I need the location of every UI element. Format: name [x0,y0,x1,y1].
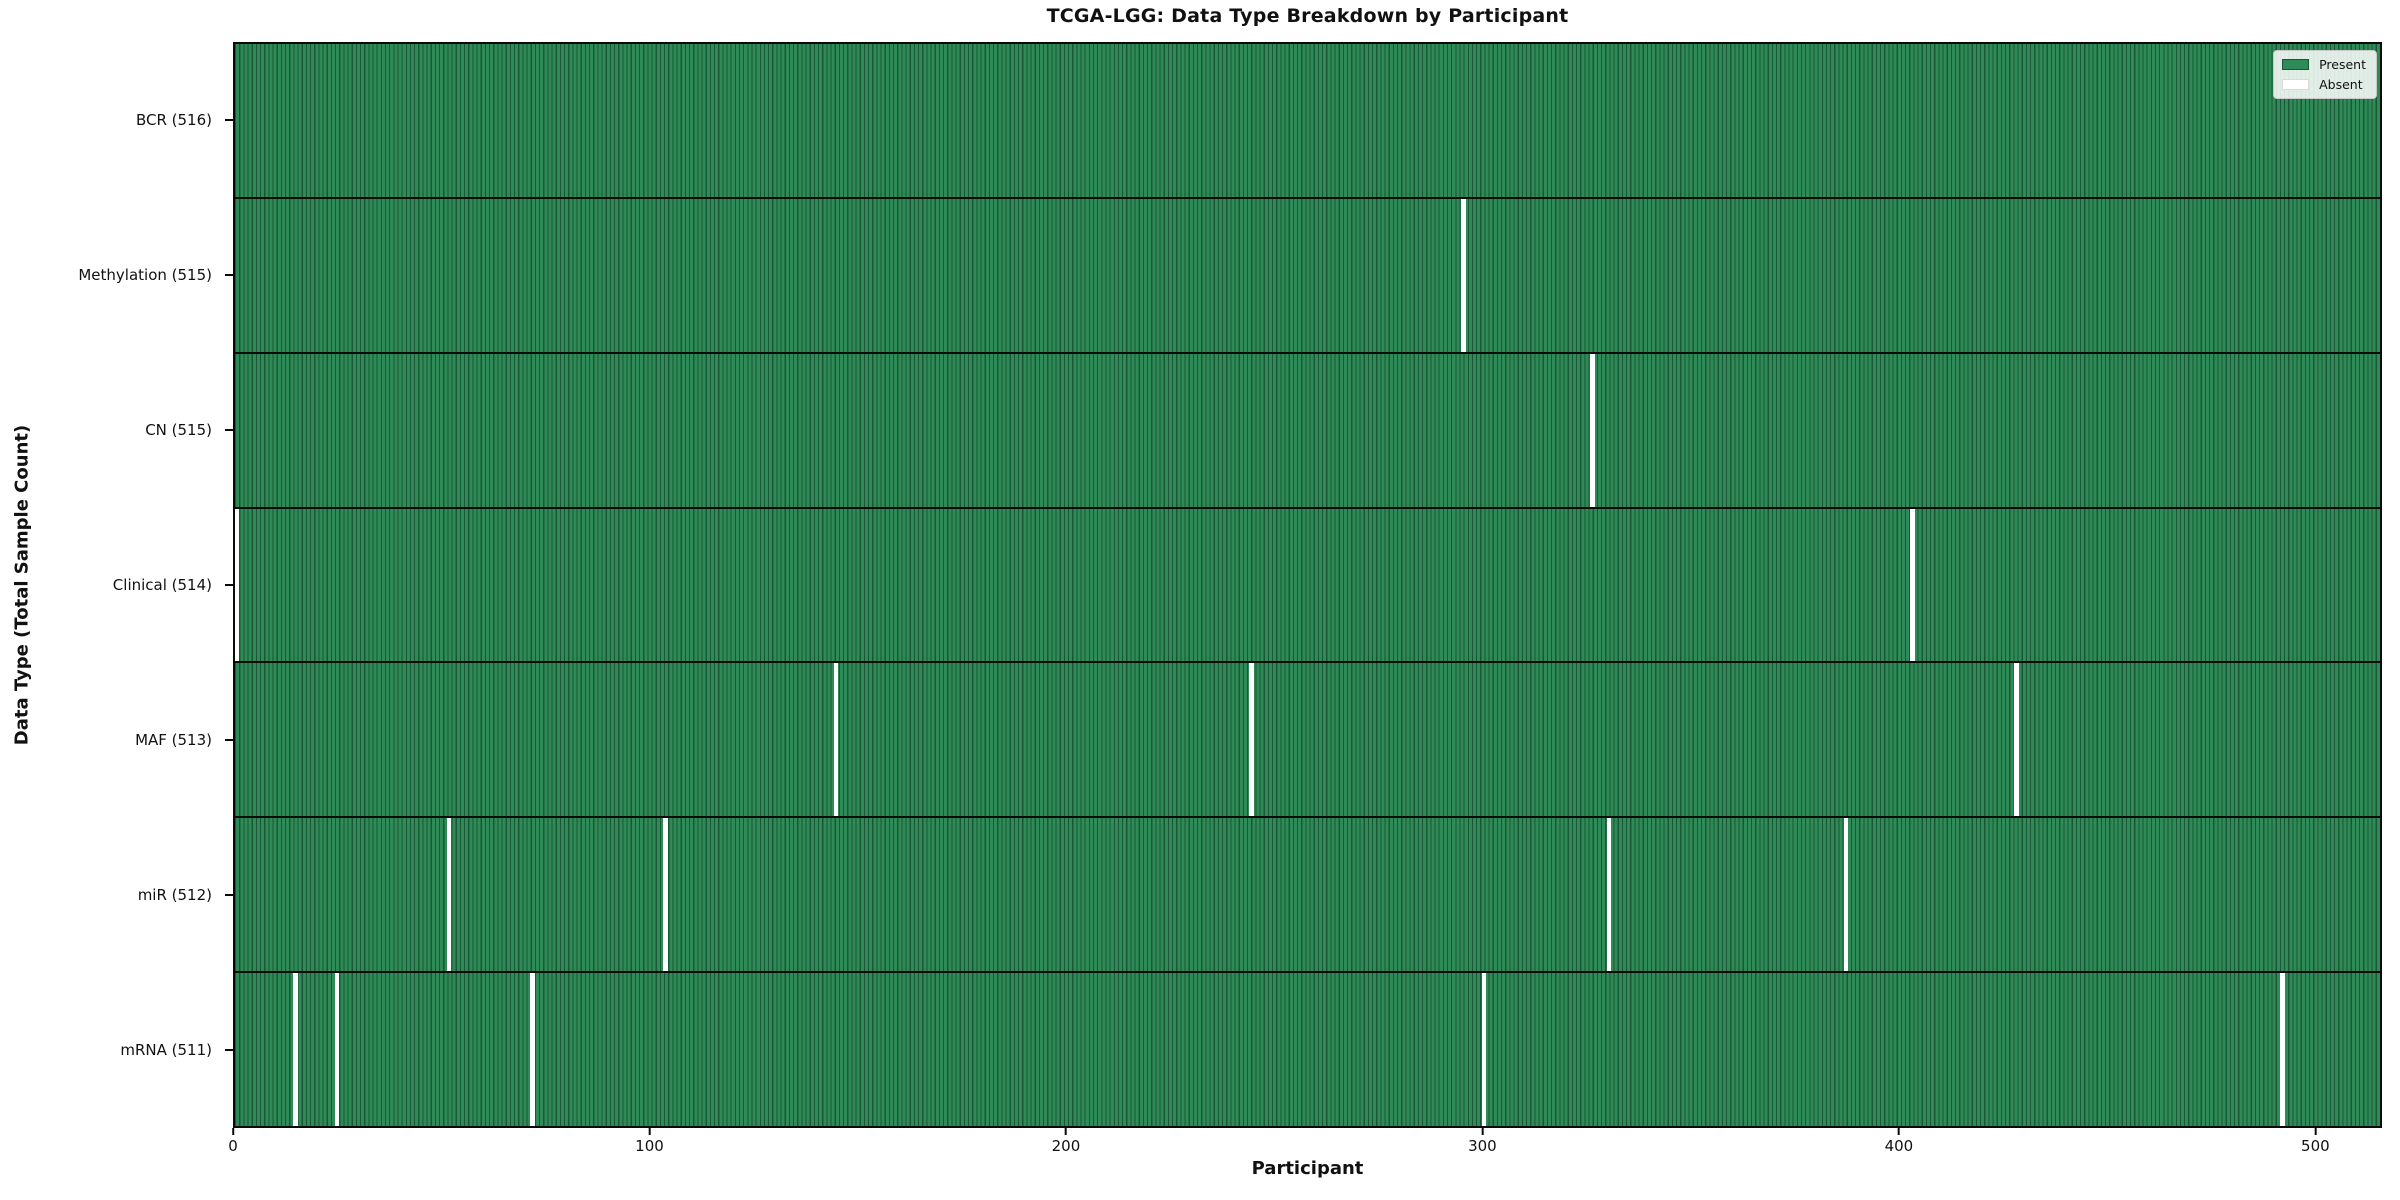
absent-gap-maf-428 [2014,663,2019,817]
x-axis-label: Participant [1251,1158,1364,1179]
absent-gap-clinical-403 [1910,508,1915,662]
absent-gap-mrna-14 [293,973,298,1127]
x-tick-mark-100 [648,1128,651,1135]
x-tick-label-0: 0 [228,1137,238,1155]
y-tick-label-mrna: mRNA (511) [120,1041,212,1060]
data-row-maf [235,663,2380,819]
x-tick-label-500: 500 [2301,1137,2330,1155]
x-tick-mark-300 [1481,1128,1484,1135]
x-tick-mark-500 [2314,1128,2317,1135]
absent-gap-mir-103 [663,818,668,972]
y-tick-label-clinical: Clinical (514) [112,576,212,594]
y-tick-mark-methylation [225,273,233,276]
x-tick-mark-0 [231,1128,234,1135]
x-tick-400: 400 [1884,1128,1914,1155]
y-tick-mark-maf [225,739,233,742]
legend-label-absent: Absent [2319,77,2363,92]
legend-label-present: Present [2319,57,2366,72]
chart-title: TCGA-LGG: Data Type Breakdown by Partici… [1046,5,1569,27]
y-tick-mark-bcr [225,118,233,121]
x-tick-label-200: 200 [1051,1137,1081,1155]
x-tick-500: 500 [2301,1128,2330,1155]
x-tick-mark-400 [1897,1128,1900,1135]
legend: Present Absent [2273,50,2377,99]
y-tick-label-bcr: BCR (516) [135,110,212,129]
absent-gap-mir-51 [447,818,452,972]
absent-gap-maf-244 [1249,663,1254,817]
y-tick-mark-clinical [225,584,233,586]
y-tick-mark-mir [225,894,233,897]
absent-gap-mrna-24 [334,973,340,1127]
data-row-mrna [235,973,2380,1127]
x-tick-label-100: 100 [635,1137,664,1155]
absent-gap-methylation-295 [1461,198,1466,352]
y-tick-label-mir: miR (512) [137,886,212,905]
y-tick-marks [225,42,233,1128]
present-swatch-icon [2282,59,2310,70]
x-tick-200: 200 [1051,1128,1081,1155]
legend-item-absent: Absent [2282,77,2366,92]
y-tick-label-maf: MAF (513) [135,731,212,750]
absent-gap-mrna-300 [1482,973,1487,1127]
x-tick-label-300: 300 [1468,1137,1497,1155]
absent-gap-mir-387 [1843,818,1849,972]
x-tick-0: 0 [228,1128,238,1155]
x-tick-300: 300 [1468,1128,1497,1155]
x-tick-labels: 0 100 200 300 400 500 [228,1128,2382,1168]
plot-area: Present Absent [233,42,2382,1128]
y-tick-label-methylation: Methylation (515) [78,265,212,284]
absent-swatch-icon [2282,79,2310,90]
x-tick-label-400: 400 [1884,1137,1914,1155]
absent-gap-clinical-0 [235,508,240,662]
data-row-bcr [235,44,2380,199]
y-tick-labels: BCR (516) Methylation (515) CN (515) Clinic… [0,42,222,1128]
legend-item-present: Present [2282,57,2366,72]
x-tick-100: 100 [635,1128,664,1155]
y-tick-mark-cn [225,428,233,431]
absent-gap-maf-144 [833,663,838,817]
data-row-clinical [235,508,2380,664]
absent-gap-mir-330 [1606,818,1612,972]
absent-gap-mrna-71 [530,973,535,1127]
x-tick-mark-200 [1064,1128,1067,1135]
absent-gap-mrna-492 [2280,973,2285,1127]
data-row-cn [235,353,2380,509]
data-row-methylation [235,198,2380,354]
y-tick-mark-mrna [225,1049,233,1052]
absent-gap-cn-326 [1590,353,1595,507]
data-row-mir [235,818,2380,974]
y-tick-label-cn: CN (515) [145,420,212,439]
